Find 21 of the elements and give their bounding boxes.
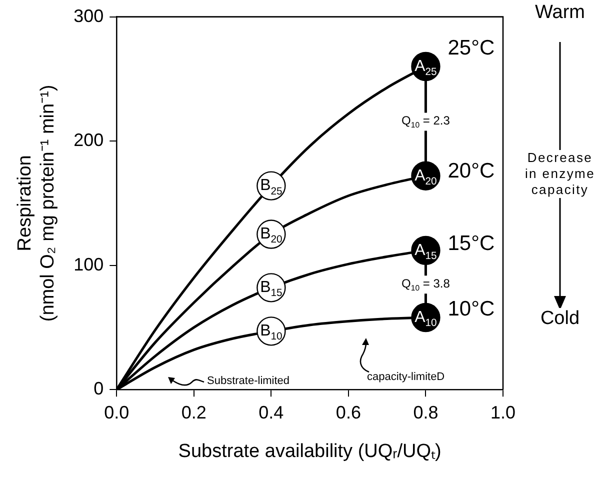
y-axis-title: Respiration (nmol O₂ mg protein⁻¹ min⁻¹): [14, 84, 58, 322]
x-tick-label: 0.0: [104, 402, 130, 422]
y-tick-label: 100: [74, 254, 104, 274]
text: Cold: [540, 308, 580, 330]
series-label: 20°C: [448, 160, 495, 183]
x-tick-label: 0.2: [181, 402, 206, 422]
annotation: capacity-limiteD: [367, 371, 445, 384]
y-tick-label: 200: [74, 130, 104, 150]
annotation: Substrate-limited: [207, 375, 290, 388]
text: Warm: [535, 2, 585, 24]
series-label: 25°C: [448, 36, 495, 60]
x-tick-label: 1.0: [490, 402, 516, 422]
y-tick-label: 0: [94, 378, 104, 399]
x-tick-label: 0.8: [413, 402, 438, 422]
x-tick-label: 0.4: [258, 402, 284, 422]
series-label: 15°C: [448, 232, 495, 256]
series-label: 10°C: [448, 297, 495, 320]
y-tick-label: 300: [74, 6, 104, 26]
x-axis-title: Substrate availability (UQᵣ/UQₜ): [178, 440, 442, 462]
x-tick-label: 0.6: [336, 402, 361, 422]
text: Decrease in enzyme capacity: [524, 150, 596, 198]
